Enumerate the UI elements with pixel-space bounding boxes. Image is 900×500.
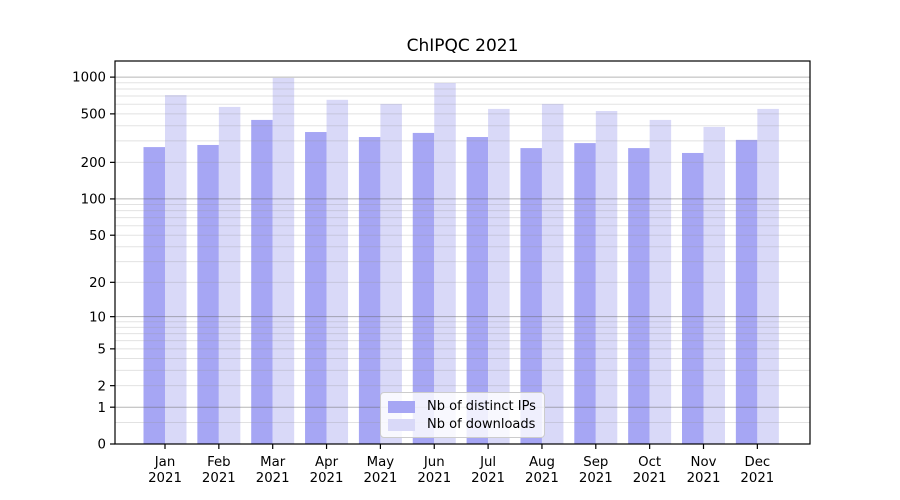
legend-label-downloads: Nb of downloads [427, 417, 536, 432]
bar [197, 144, 219, 444]
legend-swatch-distinct-ips [388, 400, 415, 413]
x-tick-label-year: 2021 [202, 471, 236, 486]
y-axis: 0 1 2 5 10 20 50 100 200 500 1000 [72, 71, 115, 453]
bar [326, 99, 349, 445]
bar [520, 148, 542, 444]
x-tick-label-month: Jul [479, 455, 496, 470]
bars-series-1 [165, 77, 779, 445]
y-tick-label: 0 [98, 438, 106, 453]
y-tick-label: 1 [98, 401, 106, 416]
bar [380, 103, 402, 444]
y-tick-label: 10 [89, 310, 106, 325]
x-tick-label-month: Feb [207, 455, 231, 470]
chart-title: ChIPQC 2021 [406, 36, 519, 56]
y-tick-label: 500 [81, 107, 106, 122]
bar [305, 132, 327, 444]
bar [735, 139, 758, 444]
y-tick-label: 100 [81, 193, 106, 208]
bar [218, 106, 241, 445]
y-tick-label: 1000 [72, 71, 106, 86]
x-tick-label-month: Aug [529, 455, 555, 470]
bar [412, 132, 435, 445]
legend-swatch-downloads [388, 418, 415, 431]
bars-series-0 [143, 119, 758, 445]
bar [251, 119, 273, 445]
bar [574, 143, 596, 444]
bar [682, 152, 704, 444]
bar [165, 95, 187, 444]
x-tick-label-year: 2021 [256, 471, 290, 486]
y-tick-label: 2 [98, 379, 106, 394]
x-tick-label-month: Sep [583, 455, 608, 470]
x-tick-label-year: 2021 [363, 471, 397, 486]
bar [628, 148, 650, 444]
x-tick-label-year: 2021 [310, 471, 344, 486]
y-tick-label: 50 [89, 229, 106, 244]
x-tick-label-year: 2021 [740, 471, 774, 486]
gridlines [115, 76, 810, 423]
y-tick-label: 200 [81, 156, 106, 171]
legend: Nb of distinct IPs Nb of downloads [380, 392, 545, 438]
bar [143, 147, 165, 444]
x-tick-label-year: 2021 [471, 471, 505, 486]
bar [358, 137, 381, 444]
bar [703, 126, 725, 445]
x-tick-label-month: Oct [638, 455, 661, 470]
legend-item-distinct-ips: Nb of distinct IPs [388, 398, 538, 415]
x-tick-label-year: 2021 [525, 471, 559, 486]
axes-frame [114, 60, 811, 445]
bar [466, 137, 489, 444]
y-tick-label: 20 [89, 276, 106, 291]
x-tick-label-month: Apr [315, 455, 339, 470]
legend-label-distinct-ips: Nb of distinct IPs [427, 399, 536, 414]
bar [595, 110, 618, 445]
x-tick-label-year: 2021 [579, 471, 613, 486]
bar [757, 108, 779, 445]
bar [649, 119, 672, 445]
x-tick-label-year: 2021 [148, 471, 182, 486]
bar [488, 108, 510, 445]
bar [272, 77, 295, 445]
legend-item-downloads: Nb of downloads [388, 416, 538, 433]
x-tick-label-month: Jun [423, 455, 445, 470]
bar [434, 83, 456, 444]
x-tick-label-month: Jan [154, 455, 176, 470]
x-tick-label-month: Nov [691, 455, 717, 470]
x-tick-label-year: 2021 [417, 471, 451, 486]
x-tick-label-year: 2021 [633, 471, 667, 486]
x-tick-label-month: Dec [744, 455, 770, 470]
x-tick-label-year: 2021 [687, 471, 721, 486]
x-tick-label-month: Mar [260, 455, 286, 470]
bar [541, 103, 564, 444]
y-tick-label: 5 [98, 342, 106, 357]
x-tick-label-month: May [367, 455, 395, 470]
x-axis: Jan2021Feb2021Mar2021Apr2021May2021Jun20… [148, 444, 774, 486]
